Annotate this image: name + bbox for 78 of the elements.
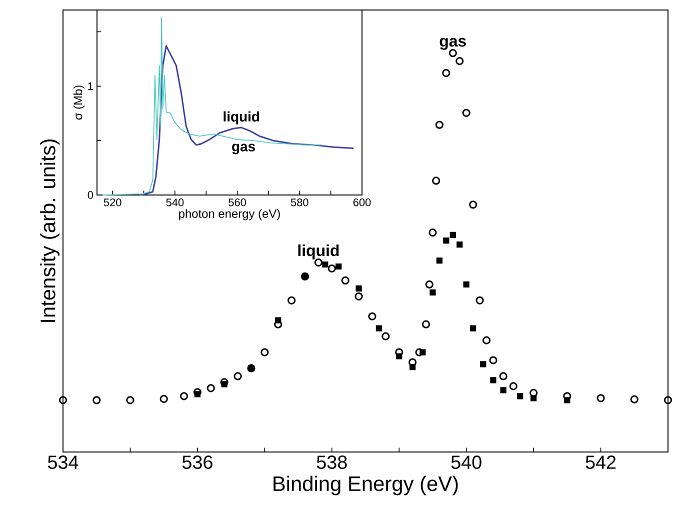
x-axis-title: Binding Energy (eV) <box>274 476 458 496</box>
x-tick-label: 536 <box>182 456 212 469</box>
point <box>489 356 498 364</box>
annotation: gas <box>440 38 466 50</box>
point <box>328 264 336 273</box>
point <box>462 108 470 117</box>
annotation: liquid <box>224 111 260 124</box>
line-series <box>102 17 322 196</box>
y-tick-label: 1 <box>88 82 93 90</box>
point <box>450 232 456 238</box>
x-tick-label: 534 <box>48 456 78 469</box>
point <box>382 332 390 340</box>
y-tick-label: 0 <box>88 191 94 199</box>
point <box>422 320 430 328</box>
point <box>425 280 434 289</box>
point <box>415 348 424 356</box>
point <box>336 263 342 270</box>
point <box>480 361 486 368</box>
point <box>435 120 444 129</box>
y-axis-title: Intensity (arb. units) <box>40 139 60 322</box>
point <box>194 391 200 398</box>
point <box>180 392 188 400</box>
point <box>288 296 296 304</box>
x-axis-title: photon energy (eV) <box>179 209 280 220</box>
x-tick-label: 542 <box>586 456 616 469</box>
point <box>234 372 242 380</box>
point <box>341 276 350 285</box>
point <box>470 325 476 332</box>
y-axis-title: σ (Mb) <box>73 86 85 120</box>
point <box>354 292 363 300</box>
point <box>469 200 478 209</box>
point <box>260 348 269 356</box>
point <box>517 393 524 400</box>
point <box>456 242 463 248</box>
point <box>463 281 470 288</box>
x-tick-label: 540 <box>166 198 184 206</box>
x-tick-label: 520 <box>104 198 122 206</box>
point <box>376 325 382 332</box>
point <box>630 395 638 404</box>
point <box>368 312 376 320</box>
point <box>395 348 404 356</box>
point <box>430 289 436 296</box>
point <box>530 395 537 402</box>
point <box>275 317 282 324</box>
point <box>410 364 416 370</box>
point <box>420 349 426 356</box>
point <box>442 68 450 78</box>
point <box>596 394 605 402</box>
point <box>436 257 442 264</box>
point <box>490 377 496 384</box>
point <box>396 353 402 360</box>
point <box>92 396 101 404</box>
point <box>58 396 68 404</box>
point <box>482 336 491 344</box>
x-tick-label: 560 <box>228 198 246 206</box>
x-tick-label: 540 <box>451 456 482 469</box>
point <box>126 396 134 404</box>
line-series <box>138 45 354 196</box>
x-tick-label: 600 <box>353 198 371 206</box>
annotation: liquid <box>298 244 339 260</box>
point <box>564 397 570 404</box>
x-tick-label: 538 <box>316 456 347 469</box>
point <box>500 387 506 394</box>
point <box>509 382 518 390</box>
point <box>664 396 672 404</box>
point <box>356 285 362 292</box>
point <box>322 261 328 268</box>
point <box>221 381 228 388</box>
point <box>456 57 464 66</box>
x-tick-label: 580 <box>290 198 308 206</box>
annotation: gas <box>232 144 255 154</box>
point <box>206 384 215 392</box>
point <box>432 176 440 185</box>
point <box>428 228 437 237</box>
point <box>476 296 484 304</box>
point <box>443 238 450 244</box>
point <box>499 372 508 380</box>
point <box>160 394 168 403</box>
